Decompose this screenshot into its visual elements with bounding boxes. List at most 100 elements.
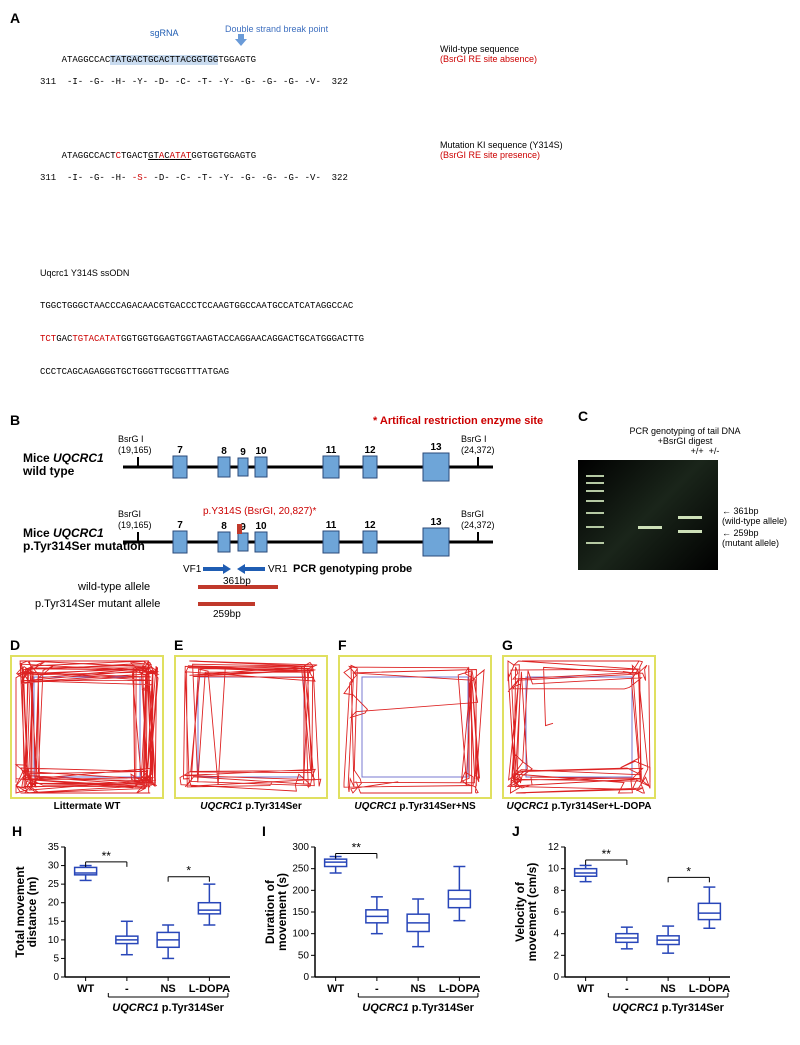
svg-text:UQCRC1 p.Tyr314Ser: UQCRC1 p.Tyr314Ser: [612, 1002, 724, 1014]
ssodn-line-2: TCTGACTGTACATATGGTGGTGGAGTGGTAAGTACCAGGA…: [40, 334, 790, 345]
mut-side-label-2: (BsrGI RE site presence): [440, 150, 540, 161]
svg-text:12: 12: [364, 520, 376, 531]
trace-caption: UQCRC1 p.Tyr314Ser+L-DOPA: [502, 801, 656, 812]
svg-text:10: 10: [548, 864, 560, 875]
wt-sequence: ATAGGCCACTATGACTGCACTTACGGTGGTGGAGTG 311…: [40, 44, 790, 132]
svg-text:BsrG I: BsrG I: [461, 434, 487, 444]
svg-text:5: 5: [53, 953, 59, 964]
svg-text:(19,165): (19,165): [118, 445, 152, 455]
svg-text:9: 9: [240, 447, 246, 458]
gene-diagram: * Artifical restriction enzyme siteMice …: [23, 412, 563, 622]
svg-text:wild type: wild type: [23, 464, 75, 478]
trace-plot: [10, 655, 164, 799]
panel-c-title-2: +BsrGI digest: [578, 436, 792, 446]
traces-row: D Littermate WT E UQCRC1 p.Tyr314Ser F UQCRC1…: [10, 637, 790, 812]
svg-text:distance (m): distance (m): [25, 877, 39, 948]
panel-b-label: B: [10, 412, 20, 428]
svg-text:VR1: VR1: [268, 564, 288, 575]
panel-c-lanes: +/+ +/-: [618, 446, 792, 456]
svg-text:12: 12: [548, 842, 560, 853]
svg-text:0: 0: [303, 972, 309, 983]
boxplot: J024681012Velocity ofmovement (cm/s)WT-N…: [510, 822, 740, 1032]
trace-d: D Littermate WT: [10, 637, 164, 812]
boxplot: H05101520253035Total movementdistance (m…: [10, 822, 240, 1032]
trace-caption: Littermate WT: [10, 801, 164, 812]
panel-bc-row: B * Artifical restriction enzyme siteMic…: [10, 408, 790, 631]
charts-row: H05101520253035Total movementdistance (m…: [10, 822, 790, 1035]
svg-text:10: 10: [255, 446, 267, 457]
svg-text:**: **: [602, 847, 612, 861]
svg-text:NS: NS: [410, 983, 425, 995]
panel-a: A sgRNA Double strand break point ATAGGC…: [10, 10, 790, 400]
svg-text:NS: NS: [660, 983, 675, 995]
svg-text:8: 8: [221, 521, 227, 532]
chart-i: I050100150200250300Duration ofmovement (…: [260, 822, 490, 1035]
svg-text:35: 35: [48, 842, 60, 853]
svg-text:13: 13: [430, 517, 442, 528]
svg-text:50: 50: [298, 950, 310, 961]
ssodn-label: Uqcrc1 Y314S ssODN: [40, 268, 790, 279]
svg-text:10: 10: [48, 935, 60, 946]
mut-sequence: ATAGGCCACTCTGACTGTACATATGGTGGTGGAGTG 311…: [40, 140, 790, 228]
panel-f-label: F: [338, 637, 492, 653]
panel-c-title-1: PCR genotyping of tail DNA: [578, 426, 792, 436]
svg-text:0: 0: [553, 972, 559, 983]
svg-text:150: 150: [292, 907, 309, 918]
chart-j: J024681012Velocity ofmovement (cm/s)WT-N…: [510, 822, 740, 1035]
svg-text:p.Tyr314Ser mutant allele: p.Tyr314Ser mutant allele: [35, 598, 160, 610]
svg-text:*: *: [186, 864, 191, 878]
svg-text:UQCRC1 p.Tyr314Ser: UQCRC1 p.Tyr314Ser: [362, 1002, 474, 1014]
svg-text:BsrG I: BsrG I: [118, 434, 144, 444]
svg-text:30: 30: [48, 861, 60, 872]
trace-f: F UQCRC1 p.Tyr314Ser+NS: [338, 637, 492, 812]
panel-c: C PCR genotyping of tail DNA +BsrGI dige…: [578, 408, 792, 631]
svg-text:361bp: 361bp: [223, 576, 251, 587]
trace-plot: [174, 655, 328, 799]
svg-text:11: 11: [326, 520, 337, 531]
svg-text:(24,372): (24,372): [461, 445, 495, 455]
svg-text:**: **: [102, 849, 112, 863]
panel-e-label: E: [174, 637, 328, 653]
ssodn-block: Uqcrc1 Y314S ssODN TGGCTGGGCTAACCCAGACAA…: [40, 246, 790, 400]
svg-text:-: -: [125, 983, 129, 995]
svg-text:6: 6: [553, 907, 559, 918]
boxplot: I050100150200250300Duration ofmovement (…: [260, 822, 490, 1032]
svg-text:10: 10: [255, 521, 267, 532]
svg-text:WT: WT: [327, 983, 344, 995]
trace-caption: UQCRC1 p.Tyr314Ser: [174, 801, 328, 812]
svg-text:(19,165): (19,165): [118, 520, 152, 530]
svg-text:11: 11: [326, 445, 337, 456]
svg-text:L-DOPA: L-DOPA: [189, 983, 230, 995]
trace-caption: UQCRC1 p.Tyr314Ser+NS: [338, 801, 492, 812]
trace-plot: [502, 655, 656, 799]
svg-text:13: 13: [430, 442, 442, 453]
trace-e: E UQCRC1 p.Tyr314Ser: [174, 637, 328, 812]
ssodn-line-3: CCCTCAGCAGAGGGTGCTGGGTTGCGGTTTATGAG: [40, 367, 790, 378]
trace-g: GUQCRC1 p.Tyr314Ser+L-DOPA: [502, 637, 656, 812]
svg-text:UQCRC1 p.Tyr314Ser: UQCRC1 p.Tyr314Ser: [112, 1002, 224, 1014]
svg-text:VF1: VF1: [183, 564, 202, 575]
svg-text:300: 300: [292, 842, 309, 853]
svg-text:259bp: 259bp: [213, 609, 241, 620]
svg-text:H: H: [12, 823, 22, 839]
svg-text:(24,372): (24,372): [461, 520, 495, 530]
svg-text:WT: WT: [577, 983, 594, 995]
svg-text:20: 20: [48, 898, 60, 909]
ssodn-line-1: TGGCTGGGCTAACCCAGACAACGTGACCCTCCAAGTGGCC…: [40, 301, 790, 312]
svg-text:NS: NS: [160, 983, 175, 995]
panel-d-label: D: [10, 637, 164, 653]
svg-text:Mice UQCRC1: Mice UQCRC1: [23, 526, 104, 540]
gel-image: [578, 460, 718, 570]
svg-text:L-DOPA: L-DOPA: [439, 983, 480, 995]
dsb-label: Double strand break point: [225, 24, 328, 34]
svg-text:J: J: [512, 823, 520, 839]
panel-b: B * Artifical restriction enzyme siteMic…: [10, 412, 570, 625]
svg-text:25: 25: [48, 879, 60, 890]
svg-text:movement (cm/s): movement (cm/s): [525, 863, 539, 962]
chart-h: H05101520253035Total movementdistance (m…: [10, 822, 240, 1035]
svg-text:7: 7: [177, 445, 183, 456]
sgrna-label: sgRNA: [150, 28, 179, 38]
svg-text:Mice UQCRC1: Mice UQCRC1: [23, 451, 104, 465]
svg-text:100: 100: [292, 929, 309, 940]
svg-text:0: 0: [53, 972, 59, 983]
